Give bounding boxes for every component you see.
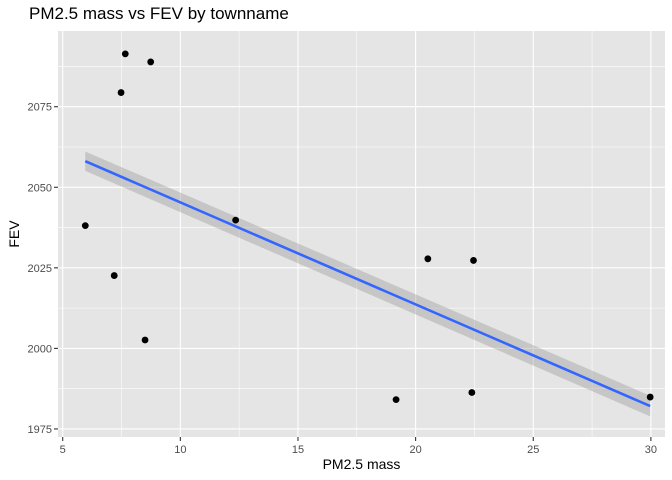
y-tick-label: 2000 [28,343,52,355]
y-tick-label: 2075 [28,102,52,114]
x-axis: 5 10 15 20 25 30 [60,437,657,456]
grid-major [58,31,665,437]
data-point [468,389,476,396]
chart-title: PM2.5 mass vs FEV by townname [29,4,289,23]
data-point [470,257,477,264]
data-point [392,396,400,404]
x-tick-label: 30 [645,444,657,456]
data-point [147,58,155,66]
data-point [232,216,240,224]
data-point [81,222,89,230]
x-tick-label: 5 [60,444,66,456]
x-tick-label: 10 [174,444,186,456]
data-point [121,50,129,58]
y-axis-title: FEV [6,220,22,248]
x-tick-label: 15 [292,444,304,456]
y-tick-label: 1975 [28,424,52,436]
data-point [110,272,118,279]
x-axis-title: PM2.5 mass [323,456,401,472]
data-point [646,393,654,401]
data-point [141,336,149,344]
y-tick-label: 2025 [28,263,52,275]
trend-line [84,159,651,408]
data-point [117,89,125,96]
data-point [424,255,432,263]
grid-minor [58,31,665,437]
y-axis: 1975 2000 2025 2050 2075 [28,102,58,436]
data-points [81,50,654,404]
trend-line-layer [84,159,651,408]
x-tick-label: 20 [409,444,421,456]
y-tick-label: 2050 [28,182,52,194]
x-tick-label: 25 [527,444,539,456]
